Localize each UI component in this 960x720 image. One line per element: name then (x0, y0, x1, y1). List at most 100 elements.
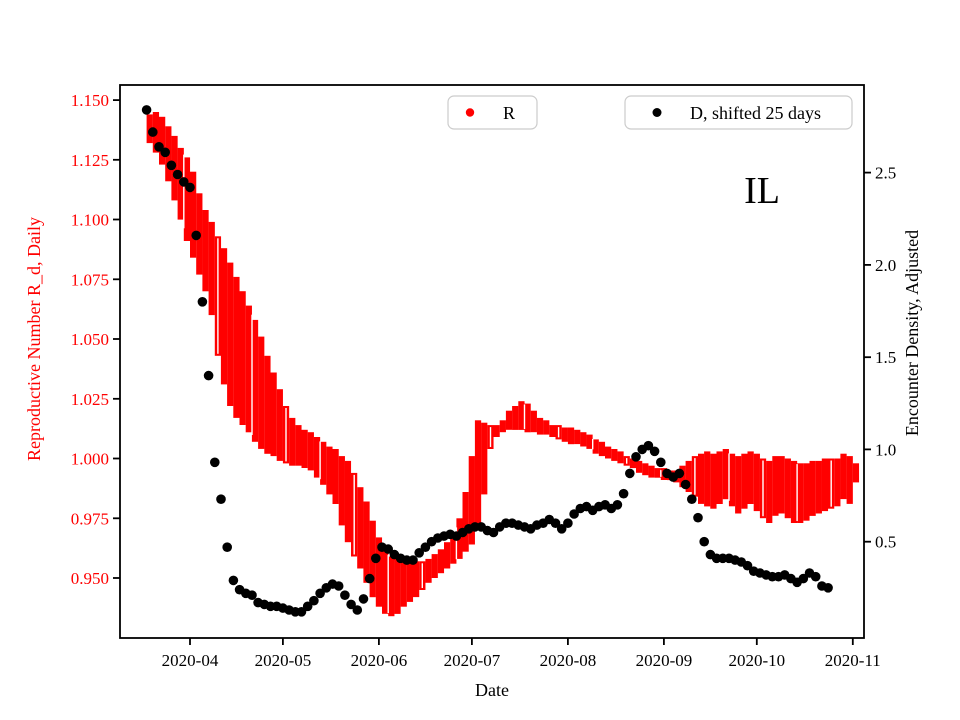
y-right-axis-label: Encounter Density, Adjusted (902, 230, 922, 436)
r-errorbar (406, 561, 414, 602)
r-errorbar (598, 441, 606, 457)
d-dot (191, 230, 201, 241)
r-errorbar (251, 319, 259, 442)
r-errorbar (574, 429, 581, 445)
d-dot (649, 446, 660, 457)
y-right-tick-label: 1.0 (875, 440, 896, 459)
r-errorbar (834, 458, 841, 507)
r-errorbar (741, 453, 748, 509)
r-errorbar (803, 463, 810, 521)
d-dot (222, 542, 232, 552)
errorbar-gap-line (421, 563, 423, 588)
x-tick-label: 2020-07 (444, 651, 501, 670)
d-dot (358, 594, 369, 604)
r-errorbar (382, 549, 389, 614)
errorbar-gap-line (762, 460, 764, 517)
r-errorbar (629, 458, 637, 469)
r-errorbar (388, 556, 395, 617)
r-errorbar (320, 441, 327, 485)
d-dot (333, 581, 344, 591)
state-annotation: IL (744, 170, 780, 212)
d-dot (414, 548, 425, 558)
d-dot (340, 590, 350, 600)
r-errorbar (654, 468, 661, 478)
r-errorbar (580, 432, 587, 447)
d-dot (680, 479, 691, 490)
errorbar-gap-line (489, 427, 492, 447)
r-errorbar (846, 456, 853, 504)
r-errorbar (468, 456, 475, 545)
legend-d-box (624, 95, 853, 130)
r-errorbar (264, 355, 271, 454)
d-dot (383, 544, 394, 554)
r-errorbar (363, 501, 370, 583)
r-errorbar (462, 492, 469, 552)
r-errorbar (190, 171, 197, 258)
r-errorbar (394, 558, 401, 614)
y-right-tick-label: 1.5 (875, 348, 896, 367)
errorbar-gap-line (660, 470, 662, 477)
r-errorbar (444, 542, 451, 569)
r-errorbar (611, 449, 618, 461)
errorbar-gap-line (626, 458, 628, 464)
d-dot (346, 599, 356, 610)
d-dot (656, 457, 666, 468)
r-errorbar (338, 456, 345, 526)
d-dot (228, 575, 239, 586)
r-errorbar (431, 554, 438, 578)
r-errorbar (301, 429, 308, 468)
r-errorbar (642, 463, 649, 476)
r-errorbar (747, 451, 754, 504)
r-errorbar (474, 420, 482, 528)
r-errorbar (499, 420, 506, 433)
r-errorbar (493, 425, 500, 437)
r-errorbar (332, 449, 339, 504)
r-errorbar (208, 221, 215, 316)
r-errorbar (524, 403, 531, 433)
d-dot (247, 590, 257, 600)
d-dot (798, 573, 809, 584)
y-left-axis-label: Reproductive Number R_d, Daily (24, 217, 44, 461)
r-errorbar (437, 549, 445, 574)
r-errorbar (425, 558, 432, 583)
r-errorbar (852, 463, 860, 483)
d-dot (160, 147, 170, 158)
r-errorbar (400, 561, 407, 607)
d-dot (823, 583, 833, 593)
errorbar-gap-line (796, 464, 798, 521)
d-dot (141, 105, 152, 115)
r-errorbar (505, 410, 513, 430)
r-errorbar (778, 456, 785, 514)
axes-ticks-layer: 2020-04 2020-05 2020-06 2020-07 2020-08 2020-… (71, 91, 897, 670)
errorbar-gap-line (353, 474, 355, 555)
d-dot (643, 440, 654, 451)
y-left-tick-label: 1.000 (71, 450, 109, 469)
d-dot (556, 524, 567, 534)
d-dot (315, 588, 325, 599)
d-dot (674, 468, 685, 479)
x-tick-label: 2020-10 (728, 651, 785, 670)
r-errorbar (716, 451, 723, 504)
r-errorbar (636, 460, 643, 473)
d-dot (216, 494, 226, 505)
x-tick-label: 2020-04 (162, 651, 219, 670)
r-errorbar (592, 439, 599, 454)
r-errorbar (530, 410, 537, 433)
d-dot (618, 488, 629, 499)
r-errorbar (821, 458, 829, 512)
r-errorbar (704, 451, 711, 507)
d-dot (309, 595, 319, 606)
d-dot (631, 452, 641, 462)
d-dots-layer (141, 105, 833, 617)
errorbar-gap-line (387, 554, 389, 613)
d-dot (172, 169, 183, 180)
d-dot (148, 127, 158, 137)
r-errorbar (159, 116, 166, 165)
r-errorbar (313, 437, 321, 478)
r-errorbar (549, 425, 556, 437)
r-errorbar (809, 460, 816, 516)
legend-r: R (447, 95, 538, 130)
r-errorbar (648, 465, 655, 478)
r-errorbar (295, 425, 302, 466)
y-right-tick-label: 2.5 (875, 164, 896, 183)
